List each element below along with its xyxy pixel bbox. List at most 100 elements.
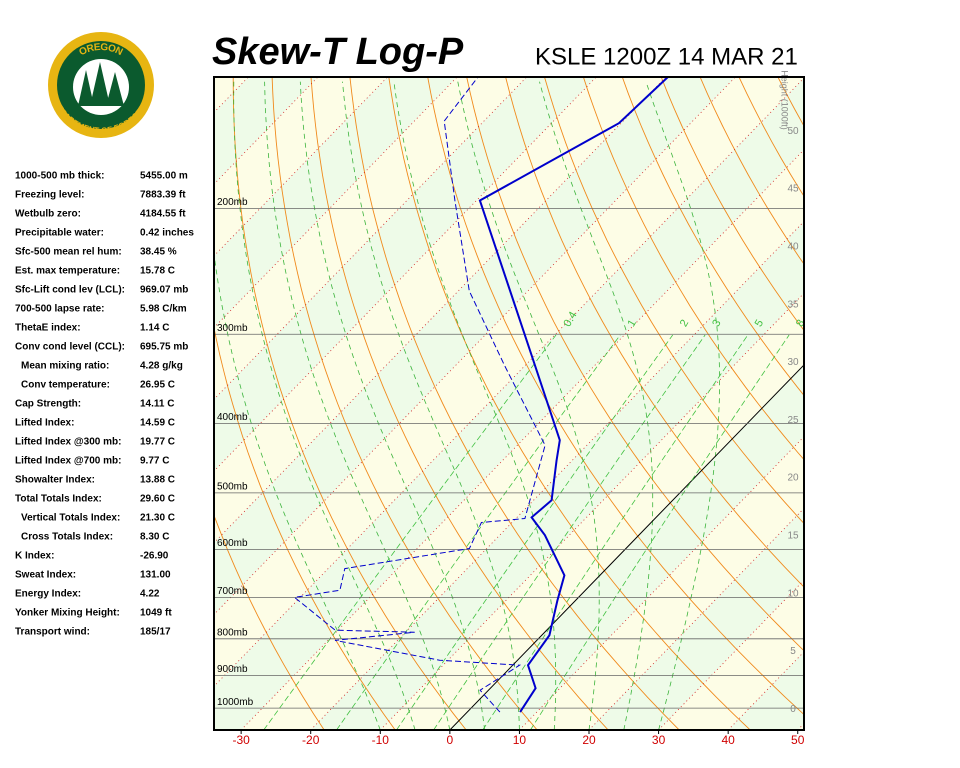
mixing-ratio-label: 8	[794, 318, 807, 329]
mixing-ratio-label: 2	[678, 318, 691, 329]
dry-adiabat	[214, 513, 325, 730]
height-label: 15	[787, 530, 799, 541]
index-value: 14.59 C	[140, 418, 175, 429]
height-label: 30	[787, 357, 799, 368]
moist-adiabat	[299, 81, 485, 730]
height-label: 20	[787, 473, 799, 484]
index-label: Lifted Index @700 mb:	[15, 456, 121, 467]
dry-adiabat	[699, 77, 804, 265]
zero-isotherm	[449, 364, 804, 730]
indices: 1000-500 mb thick: 5455.00 m Freezing leve…	[15, 171, 194, 638]
logo-top-text: OREGON	[77, 41, 124, 57]
height-label: 50	[787, 126, 799, 137]
dry-adiabat	[856, 77, 960, 730]
pressure-label: 500mb	[217, 482, 248, 493]
pressure-label: 300mb	[217, 323, 248, 334]
x-tick-label: 50	[791, 733, 805, 747]
height-label: 45	[787, 184, 799, 195]
index-value: 5455.00 m	[140, 171, 188, 182]
moist-adiabat	[645, 81, 720, 730]
x-tick-label: 20	[582, 733, 596, 747]
dry-adiabat	[349, 77, 680, 730]
plot-foreground: 0.4 1 2 3 5 81000mb900mb800mb700mb600mb500mb4…	[217, 70, 807, 747]
index-value: 5.98 C/km	[140, 304, 187, 315]
isotherm-band	[797, 723, 804, 730]
isotherm-band	[214, 77, 249, 113]
dry-adiabat	[232, 77, 467, 730]
index-value: 21.30 C	[140, 513, 175, 524]
dry-adiabat	[544, 77, 804, 525]
dry-adiabat	[505, 77, 804, 588]
dry-adiabat	[310, 77, 609, 730]
index-label: Freezing level:	[15, 190, 84, 201]
index-value: 15.78 C	[140, 266, 175, 277]
pressure-label: 400mb	[217, 412, 248, 423]
index-value: 4.22	[140, 589, 160, 600]
index-value: 26.95 C	[140, 380, 175, 391]
height-label: 10	[787, 588, 799, 599]
index-value: 14.11 C	[140, 399, 174, 410]
index-label: Est. max temperature:	[15, 266, 120, 277]
dry-adiabat	[621, 77, 804, 397]
dry-adiabat	[934, 77, 960, 730]
index-value: 0.42 inches	[140, 228, 194, 239]
index-label: Cap Strength:	[15, 399, 81, 410]
dewpoint-trace	[293, 77, 546, 713]
index-value: 695.75 mb	[140, 342, 188, 353]
index-label: Cross Totals Index:	[21, 532, 113, 543]
mixing-ratio-line	[263, 334, 557, 730]
x-tick-label: 30	[652, 733, 666, 747]
x-tick-label: 0	[447, 733, 454, 747]
temperature-trace	[478, 77, 669, 713]
x-tick-label: -20	[302, 733, 320, 747]
isotherm-band	[310, 221, 804, 730]
logo-trees	[78, 62, 124, 106]
x-tick-label: -30	[232, 733, 250, 747]
x-tick-label: -10	[372, 733, 390, 747]
dry-adiabat	[466, 77, 804, 652]
index-label: 700-500 lapse rate:	[15, 304, 105, 315]
index-label: Yonker Mixing Height:	[15, 608, 120, 619]
dry-adiabat	[777, 77, 804, 127]
index-value: 9.77 C	[140, 456, 169, 467]
logo-top: OREGON	[77, 41, 124, 57]
mixing-ratio-label: 1	[626, 318, 639, 329]
index-label: Conv cond level (CCL):	[15, 342, 125, 353]
index-value: 8.30 C	[140, 532, 169, 543]
index-label: Wetbulb zero:	[15, 209, 81, 220]
pressure-label: 1000mb	[217, 697, 254, 708]
index-label: K Index:	[15, 551, 54, 562]
moist-adiabat	[393, 81, 557, 730]
mixing-ratio-label: 5	[753, 318, 766, 329]
index-label: Lifted Index:	[15, 418, 74, 429]
moist-adiabat	[233, 81, 416, 730]
index-label: Total Totals Index:	[15, 494, 102, 505]
mixing-ratio-label: 3	[710, 318, 723, 329]
dry-adiabat	[271, 77, 538, 730]
pressure-label: 200mb	[217, 197, 248, 208]
pressure-label: 700mb	[217, 586, 248, 597]
plot-background	[214, 77, 960, 730]
moist-adiabat	[264, 81, 451, 730]
moist-adiabat	[214, 250, 381, 730]
index-label: Sfc-500 mean rel hum:	[15, 247, 122, 258]
index-label: 1000-500 mb thick:	[15, 171, 105, 182]
isotherm-band	[728, 651, 804, 730]
mixing-ratio-line	[530, 334, 790, 730]
height-label: 0	[790, 704, 796, 715]
logo: OREGON DEPARTMENT OF FORESTRY	[48, 32, 154, 138]
index-value: 4.28 g/kg	[140, 361, 183, 372]
isotherm-band	[589, 508, 804, 730]
moist-adiabat	[539, 81, 654, 730]
index-value: 38.45 %	[140, 247, 177, 258]
index-value: 969.07 mb	[140, 285, 188, 296]
moist-adiabat	[457, 81, 600, 730]
index-label: Lifted Index @300 mb:	[15, 437, 121, 448]
mixing-ratio-line	[433, 334, 706, 730]
isotherm-band	[214, 77, 804, 730]
pressure-label: 800mb	[217, 627, 248, 638]
dry-adiabat	[660, 77, 804, 332]
x-tick-label: 10	[513, 733, 527, 747]
pressure-label: 600mb	[217, 538, 248, 549]
index-label: ThetaE index:	[15, 323, 81, 334]
